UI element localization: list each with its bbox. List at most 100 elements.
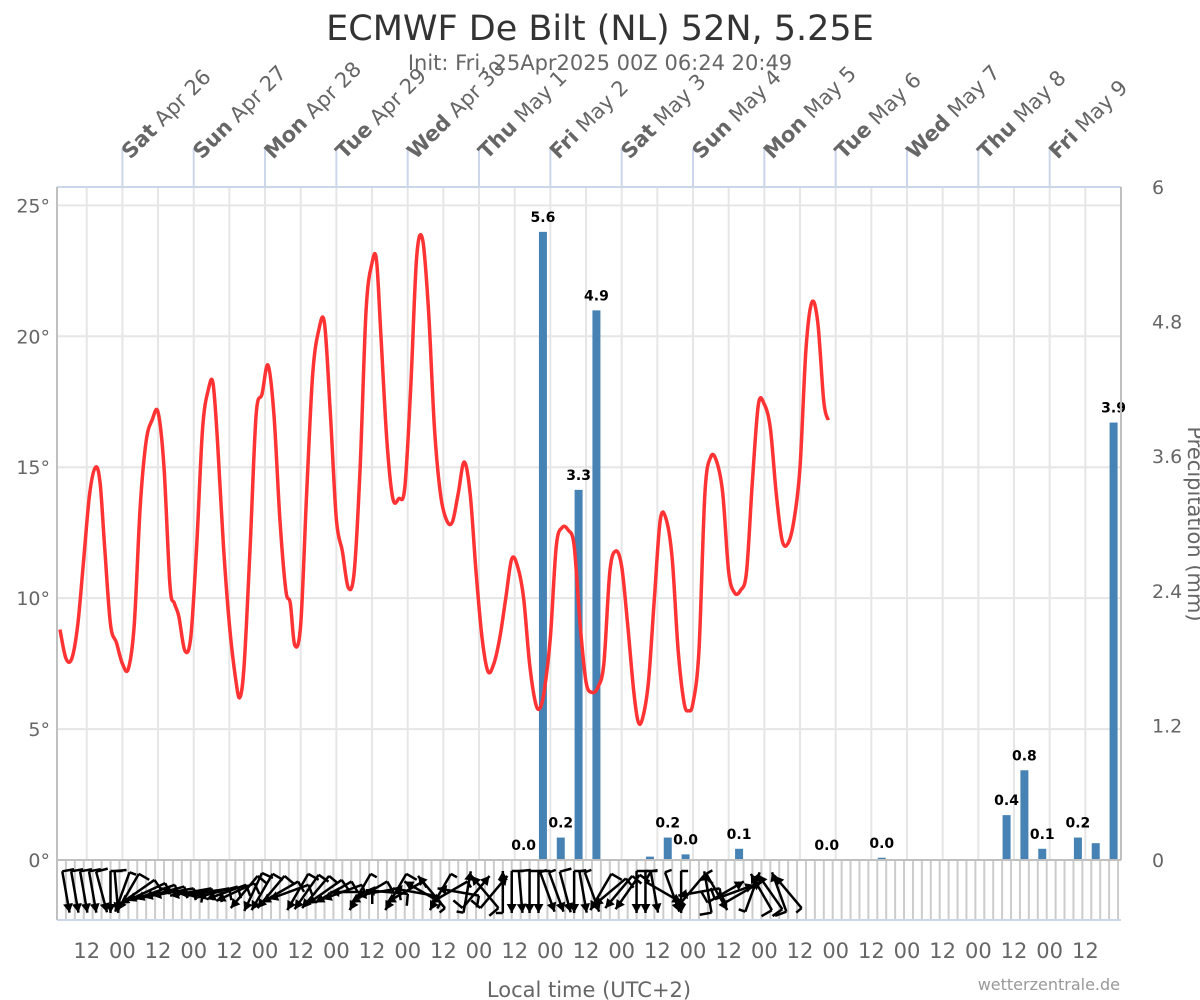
wind-feather: [153, 879, 163, 891]
wind-arrowhead: [287, 899, 297, 911]
time-tick-label: 00: [1036, 939, 1063, 963]
wind-arrowhead: [750, 873, 760, 885]
time-tick-label: 12: [1001, 939, 1028, 963]
wind-arrowhead: [774, 875, 785, 887]
precip-tick-label: 6: [1152, 177, 1164, 199]
wind-arrowhead: [386, 893, 397, 903]
wind-arrowhead: [580, 902, 591, 913]
time-axis: 12 00 12 00 12 00 12 00 12 00 12 00 12 00 12 00 12 00 12 00…: [73, 939, 1098, 963]
time-tick-label: 00: [466, 939, 493, 963]
wind-feather: [771, 908, 784, 918]
wind-barb: [293, 873, 330, 910]
wind-arrowhead: [330, 887, 340, 897]
precip-tick-label: 0: [1152, 850, 1164, 872]
wind-arrowhead: [431, 893, 442, 903]
wind-barb: [773, 875, 803, 914]
wind-arrowhead: [437, 884, 448, 895]
time-tick-label: 00: [680, 939, 707, 963]
wind-barb: [78, 868, 93, 913]
wind-arrowhead: [593, 895, 604, 906]
wind-feather: [129, 871, 137, 876]
day-date: May 2: [567, 75, 634, 142]
wind-arrowhead: [758, 874, 768, 886]
wind-feather: [317, 873, 330, 883]
precip-bar: [877, 857, 886, 860]
wind-arrowhead: [651, 902, 662, 913]
wind-feather: [88, 868, 102, 873]
time-tick-label: 00: [180, 939, 207, 963]
wind-barb: [578, 868, 591, 913]
wind-arrowhead: [417, 875, 428, 887]
wind-barb: [757, 874, 784, 918]
time-tick-label: 12: [787, 939, 814, 963]
precip-bar: [556, 837, 565, 860]
time-tick-label: 00: [608, 939, 635, 963]
precip-bar: [538, 231, 547, 860]
day-separator-lines: [121, 148, 1051, 187]
precip-bar: [645, 856, 654, 860]
precip-value-label: 5.6: [531, 210, 556, 226]
wind-barb: [417, 875, 446, 914]
precip-value-label: 0.1: [1030, 827, 1055, 843]
wind-arrowhead: [615, 898, 625, 910]
wind-arrowhead: [63, 902, 73, 913]
wind-arrowhead: [392, 884, 403, 895]
precip-bar: [1073, 837, 1082, 860]
right-axis-title: Precipitation (mm): [1183, 426, 1200, 621]
precipitation-axis: 0 1.2 2.4 3.6 4.8 6: [1152, 177, 1182, 872]
precip-value-label: 0.2: [655, 816, 680, 832]
precip-bar: [663, 837, 672, 860]
wind-feather: [699, 911, 712, 916]
wind-arrowhead: [89, 902, 100, 913]
temp-tick-label: 10°: [16, 588, 50, 610]
wind-arrowhead: [206, 891, 217, 901]
wind-arrowhead: [464, 871, 475, 882]
x-axis-title: Local time (UTC+2): [487, 978, 691, 1000]
wind-arrowhead: [516, 903, 527, 913]
precip-bar: [735, 848, 744, 860]
wind-feather: [70, 868, 84, 873]
day-date: May 4: [719, 65, 786, 132]
time-tick-label: 00: [965, 939, 992, 963]
wind-feather: [548, 868, 557, 874]
time-tick-label: 12: [644, 939, 671, 963]
time-tick-label: 12: [430, 939, 457, 963]
wind-feather: [539, 868, 548, 874]
time-tick-label: 12: [501, 939, 528, 963]
chart-title: ECMWF De Bilt (NL) 52N, 5.25E: [326, 9, 874, 49]
wind-feather: [518, 868, 531, 873]
precip-tick-label: 3.6: [1152, 446, 1182, 468]
precip-value-label: 0.1: [727, 827, 752, 843]
wind-barb: [87, 868, 102, 913]
wind-feather: [774, 910, 787, 918]
day-date: Apr 27: [220, 61, 291, 132]
wind-arrowhead: [170, 889, 180, 900]
time-tick-label: 12: [715, 939, 742, 963]
wind-arrowhead: [261, 893, 273, 903]
wind-feather: [438, 907, 446, 914]
precip-tick-label: 2.4: [1152, 581, 1182, 603]
day-date: May 7: [938, 60, 1005, 127]
wind-feather: [584, 868, 592, 874]
day-date: Apr 26: [145, 65, 216, 136]
credit-text: wetterzentrale.de: [978, 975, 1120, 994]
wind-feather: [488, 907, 500, 917]
wind-feather: [644, 870, 653, 883]
day-date: May 6: [859, 68, 926, 135]
precip-bar: [592, 310, 601, 861]
day-date: Apr 28: [295, 57, 366, 128]
precipitation-labels: 0.05.60.23.34.90.20.0 0.10.0 0.00.40.80.10…: [511, 210, 1126, 854]
wind-arrowhead: [404, 881, 415, 891]
time-tick-label: 12: [359, 939, 386, 963]
temp-tick-label: 25°: [16, 195, 50, 217]
precip-bar: [1002, 815, 1011, 860]
day-date: May 3: [644, 69, 711, 136]
wind-arrowhead: [294, 898, 304, 910]
time-tick-label: 12: [73, 939, 100, 963]
wind-arrowhead: [135, 891, 146, 901]
time-tick-label: 00: [252, 939, 279, 963]
wind-feather: [450, 872, 458, 879]
wind-feather: [705, 869, 713, 875]
wind-arrowhead: [546, 901, 557, 912]
wind-arrowhead: [117, 899, 127, 911]
